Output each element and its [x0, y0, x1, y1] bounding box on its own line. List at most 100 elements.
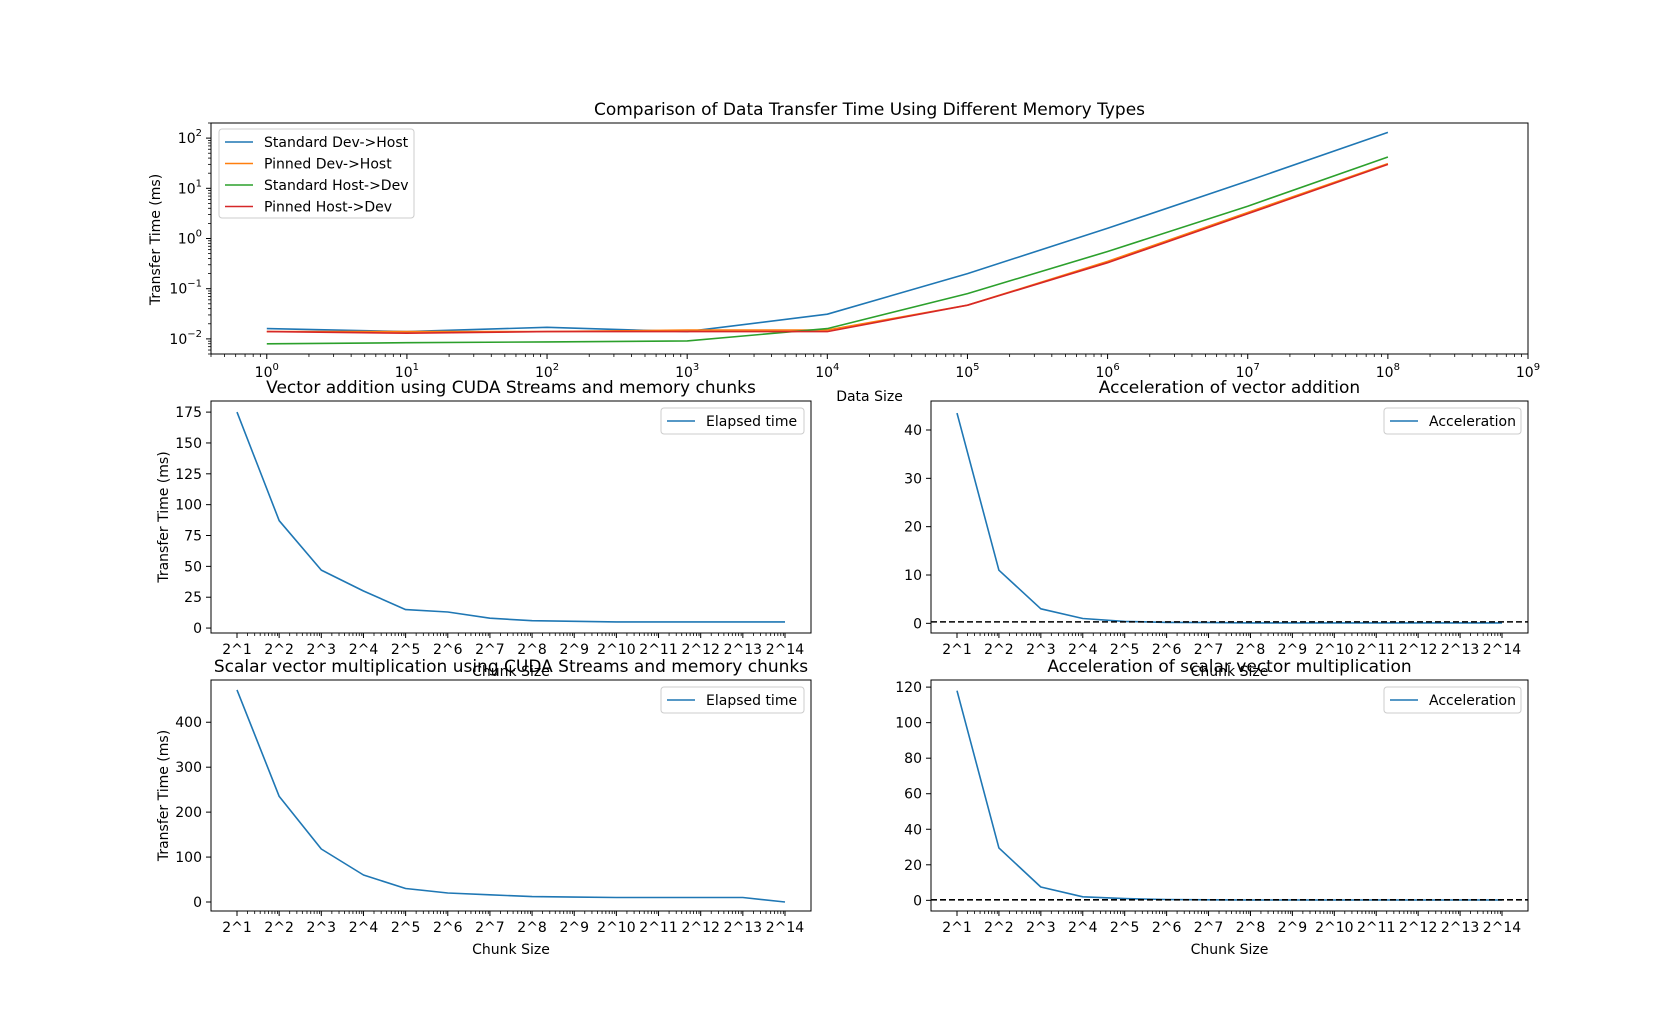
x-tick-label: 104	[815, 362, 839, 381]
y-tick-label: 400	[175, 715, 202, 731]
plot-frame	[210, 400, 812, 634]
legend: Standard Dev->Host Pinned Dev->Host Standa…	[218, 128, 415, 219]
y-tick-label: 100	[175, 850, 202, 866]
x-tick-label: 100	[255, 362, 279, 381]
x-tick-label: 101	[395, 362, 419, 381]
x-tick-label: 2^10	[597, 642, 635, 658]
y-tick-label: 80	[904, 751, 922, 767]
y-axis-label: Transfer Time (ms)	[156, 451, 172, 583]
chart-top: 100 101 102 103 104 105 106 107 108 109 10−2 10−1 10…	[148, 100, 1540, 405]
legend: Elapsed time	[660, 686, 805, 714]
x-tick-label: 2^6	[433, 920, 463, 936]
x-tick-label: 2^2	[984, 642, 1014, 658]
x-axis-label: Data Size	[836, 389, 903, 405]
x-tick-label: 2^7	[475, 920, 505, 936]
x-tick-label: 2^3	[1026, 642, 1056, 658]
x-tick-label: 2^7	[1194, 920, 1224, 936]
x-tick-label: 2^13	[1441, 642, 1479, 658]
x-tick-label: 2^14	[1483, 642, 1522, 658]
x-tick-label: 103	[675, 362, 699, 381]
y-tick-label: 20	[904, 858, 922, 874]
legend-box	[660, 686, 805, 714]
legend-box	[1383, 686, 1522, 714]
y-tick-label: 150	[175, 436, 202, 452]
plot-frame	[930, 679, 1529, 912]
chart-title: Vector addition using CUDA Streams and m…	[266, 378, 756, 398]
legend: Elapsed time	[660, 407, 805, 435]
x-tick-label: 2^9	[559, 642, 589, 658]
series-line-2	[266, 156, 1389, 345]
x-tick-label: 2^7	[475, 642, 505, 658]
y-tick-label: 30	[904, 471, 922, 487]
y-tick-label: 0	[913, 616, 922, 632]
y-tick-label: 200	[175, 805, 202, 821]
y-axis-label: Transfer Time (ms)	[156, 730, 172, 862]
x-tick-label: 2^3	[307, 920, 337, 936]
x-tick-label: 2^12	[1399, 642, 1437, 658]
series-line-0	[266, 131, 1389, 333]
x-axis-label: Chunk Size	[1191, 664, 1269, 680]
legend-label-0: Elapsed time	[706, 414, 797, 430]
y-tick-label: 100	[178, 229, 202, 248]
x-tick-label: 2^6	[1152, 920, 1182, 936]
x-tick-label: 2^8	[517, 920, 547, 936]
series-line-0	[236, 411, 785, 623]
x-tick-label: 2^10	[597, 920, 635, 936]
legend-label-2: Standard Host->Dev	[264, 178, 408, 194]
legend: Acceleration	[1383, 407, 1522, 435]
plot-frame	[210, 679, 812, 912]
x-tick-label: 2^2	[984, 920, 1014, 936]
x-tick-label: 2^8	[1236, 920, 1266, 936]
y-tick-label: 40	[904, 423, 922, 439]
x-tick-label: 2^1	[942, 642, 972, 658]
series-line-0	[236, 689, 786, 903]
chart-as: 2^1 2^2 2^3 2^4 2^5 2^6 2^7 2^8 2^9 2^10 2^11 2^12 2…	[895, 657, 1529, 958]
x-tick-label: 2^4	[1068, 920, 1098, 936]
x-tick-label: 2^8	[1236, 642, 1266, 658]
x-tick-label: 2^3	[1026, 920, 1056, 936]
y-tick-label: 125	[175, 467, 202, 483]
x-tick-label: 2^4	[349, 642, 379, 658]
x-tick-label: 2^10	[1315, 920, 1353, 936]
x-tick-label: 102	[535, 362, 559, 381]
chart-title: Scalar vector multiplication using CUDA …	[214, 657, 808, 677]
x-tick-label: 2^5	[1110, 642, 1140, 658]
legend-label-3: Pinned Host->Dev	[264, 200, 392, 216]
x-tick-label: 2^13	[1441, 920, 1479, 936]
y-tick-label: 175	[175, 405, 202, 421]
series-line-0	[956, 412, 1502, 624]
x-tick-label: 2^5	[1110, 920, 1140, 936]
x-tick-label: 2^2	[264, 920, 294, 936]
chart-aa: 2^1 2^2 2^3 2^4 2^5 2^6 2^7 2^8 2^9 2^10 2^11 2^12 2…	[904, 378, 1529, 680]
y-tick-label: 0	[913, 893, 922, 909]
legend-box	[1383, 407, 1522, 435]
x-tick-label: 2^11	[639, 920, 677, 936]
x-tick-label: 2^9	[1278, 920, 1308, 936]
y-tick-label: 100	[895, 716, 922, 732]
x-tick-label: 2^7	[1194, 642, 1224, 658]
x-tick-label: 109	[1516, 362, 1540, 381]
x-tick-label: 2^6	[433, 642, 463, 658]
x-tick-label: 2^2	[264, 642, 294, 658]
x-tick-label: 2^14	[766, 642, 805, 658]
x-tick-label: 2^10	[1315, 642, 1353, 658]
series-line-0	[956, 690, 1502, 901]
legend-box	[218, 128, 415, 219]
chart-sm: 2^1 2^2 2^3 2^4 2^5 2^6 2^7 2^8 2^9 2^10 2^11 2^12 2…	[156, 657, 812, 958]
x-tick-label: 108	[1376, 362, 1400, 381]
legend-label-0: Elapsed time	[706, 693, 797, 709]
legend-label-1: Pinned Dev->Host	[264, 157, 392, 173]
x-tick-label: 2^12	[681, 642, 719, 658]
x-tick-label: 2^9	[559, 920, 589, 936]
legend: Acceleration	[1383, 686, 1522, 714]
y-axis-label: Transfer Time (ms)	[148, 174, 164, 306]
y-tick-label: 40	[904, 822, 922, 838]
y-tick-label: 10−2	[169, 329, 202, 348]
chart-title: Comparison of Data Transfer Time Using D…	[594, 100, 1145, 120]
legend-box	[660, 407, 805, 435]
legend-label-0: Acceleration	[1429, 693, 1516, 709]
x-tick-label: 2^1	[222, 920, 252, 936]
x-tick-label: 2^11	[1357, 920, 1395, 936]
chart-va: 2^1 2^2 2^3 2^4 2^5 2^6 2^7 2^8 2^9 2^10 2^11 2^12 2…	[156, 378, 812, 680]
